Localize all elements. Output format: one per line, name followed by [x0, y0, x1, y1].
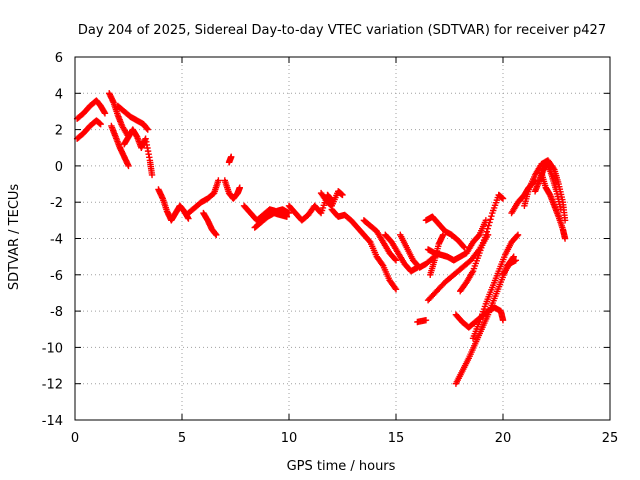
- x-tick-label: 20: [495, 431, 512, 446]
- data-point: [215, 177, 222, 184]
- y-tick-label: 4: [55, 87, 63, 102]
- x-tick-label: 0: [71, 431, 79, 446]
- data-point: [561, 235, 569, 242]
- data-point: [392, 257, 400, 264]
- data-point: [488, 213, 495, 220]
- data-point: [499, 316, 507, 324]
- data-series: [317, 188, 346, 210]
- data-series: [108, 122, 132, 170]
- data-point: [379, 261, 386, 268]
- y-tick-label: -10: [42, 341, 63, 356]
- data-point: [185, 215, 192, 222]
- x-tick-label: 15: [388, 431, 405, 446]
- data-point: [101, 110, 109, 117]
- x-tick-label: 25: [602, 431, 619, 446]
- data-series: [382, 231, 421, 275]
- data-series: [114, 102, 151, 133]
- data-series: [121, 126, 156, 179]
- y-tick-label: -6: [50, 269, 63, 284]
- data-series: [452, 253, 517, 387]
- data-point: [391, 256, 399, 263]
- data-series: [251, 209, 291, 231]
- x-tick-label: 10: [281, 431, 298, 446]
- data-point: [484, 225, 491, 232]
- y-tick-label: 0: [55, 160, 63, 175]
- data-point: [499, 195, 507, 202]
- data-points: [73, 90, 569, 387]
- data-point: [285, 209, 293, 217]
- y-tick-label: 6: [55, 51, 63, 66]
- data-series: [221, 177, 243, 202]
- data-point: [422, 316, 430, 324]
- y-tick-label: -14: [42, 414, 63, 429]
- data-series: [427, 231, 447, 278]
- data-series: [73, 117, 104, 142]
- y-tick-label: -12: [42, 378, 63, 393]
- data-point: [460, 243, 467, 250]
- x-tick-label: 5: [178, 431, 186, 446]
- axis-ticks: 0 5 10 15 20 25 -14 -12 -10 -8 -6 -4 -2 0 2 4 6: [42, 51, 619, 446]
- data-series: [200, 209, 220, 239]
- data-point: [283, 213, 291, 220]
- data-point: [236, 184, 243, 191]
- x-axis-label: GPS time / hours: [287, 459, 396, 474]
- data-series: [531, 160, 564, 213]
- gridlines: [75, 57, 610, 420]
- data-series: [457, 191, 507, 295]
- data-series: [73, 97, 109, 122]
- data-series: [452, 304, 507, 331]
- data-point: [97, 120, 104, 128]
- data-point: [482, 231, 490, 239]
- data-series: [185, 177, 222, 217]
- plot-frame: [74, 56, 611, 421]
- data-series: [469, 231, 522, 342]
- data-series: [422, 213, 468, 251]
- data-series: [499, 257, 520, 278]
- y-tick-label: 2: [55, 124, 63, 139]
- y-axis-label: SDTVAR / TECUs: [7, 184, 22, 291]
- data-series: [538, 169, 569, 242]
- y-tick-label: -4: [50, 233, 63, 248]
- data-point: [483, 228, 490, 235]
- data-point: [125, 162, 132, 170]
- data-point: [213, 231, 220, 239]
- data-point: [514, 231, 522, 239]
- data-series: [397, 231, 438, 271]
- data-point: [228, 153, 235, 161]
- data-point: [482, 217, 490, 224]
- data-point: [513, 232, 521, 240]
- data-series: [328, 206, 400, 293]
- data-series: [225, 153, 235, 166]
- data-point: [339, 191, 346, 199]
- data-point: [512, 257, 520, 264]
- y-tick-label: -2: [50, 196, 63, 211]
- data-series: [285, 191, 335, 224]
- data-point: [485, 222, 492, 229]
- chart-title: Day 204 of 2025, Sidereal Day-to-day VTE…: [78, 23, 606, 38]
- data-point: [486, 219, 493, 226]
- data-point: [144, 126, 151, 133]
- data-point: [391, 284, 399, 292]
- data-point: [392, 286, 400, 293]
- data-series: [360, 217, 400, 264]
- data-point: [487, 216, 494, 223]
- data-point: [148, 171, 156, 179]
- data-point: [557, 206, 564, 213]
- y-tick-label: -8: [50, 305, 63, 320]
- data-series: [414, 316, 430, 326]
- data-point: [439, 231, 447, 239]
- data-series: [155, 186, 192, 224]
- data-point: [461, 244, 468, 251]
